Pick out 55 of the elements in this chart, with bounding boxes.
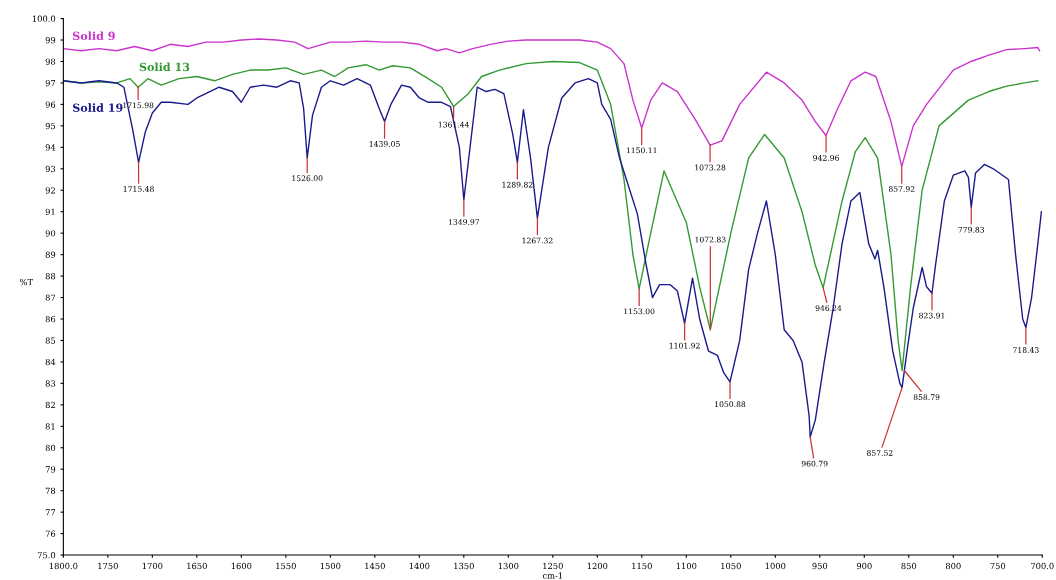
x-tick-label: 1150: [632, 562, 652, 570]
y-tick-label: 93: [45, 165, 56, 173]
x-tick-label: 1050: [721, 562, 741, 570]
series-label: Solid 13: [139, 62, 190, 72]
y-tick-label: 82: [45, 401, 55, 409]
y-tick-label: 97: [45, 79, 56, 87]
y-tick-label: 99: [45, 37, 56, 44]
x-tick-label: 1350: [454, 562, 474, 570]
x-tick-label: 850: [901, 562, 917, 570]
x-tick-label: 900: [856, 562, 872, 570]
y-tick-label: 78: [45, 487, 56, 494]
x-tick-label: 750: [990, 562, 1006, 570]
x-tick-label: 1250: [543, 562, 563, 570]
x-tick-label: 1450: [365, 562, 385, 570]
y-tick-label: 77: [45, 509, 56, 516]
y-tick-label: 91: [45, 208, 55, 215]
y-tick-label: 98: [45, 58, 56, 65]
y-tick-label: 75.0: [37, 552, 56, 559]
y-tick-label: 90: [45, 230, 56, 237]
x-tick-label: 1300: [498, 562, 519, 570]
y-tick-label: 83: [45, 380, 56, 387]
y-tick-label: 81: [45, 423, 55, 430]
y-tick-label: 80: [45, 444, 56, 452]
x-tick-label: 1800.0: [49, 562, 78, 570]
x-tick-label: 1200: [587, 562, 608, 570]
y-tick-label: 94: [45, 144, 56, 151]
x-tick-label: 1650: [187, 562, 207, 570]
x-tick-label: 1600: [231, 562, 252, 570]
series-label: Solid 9: [72, 31, 115, 41]
x-tick-label: 1550: [276, 562, 296, 570]
y-tick-label: 76: [45, 530, 56, 537]
y-tick-label: 86: [45, 315, 56, 323]
line-series: [63, 77, 1043, 438]
x-tick-label: 1750: [98, 562, 118, 570]
y-tick-label: 95: [45, 122, 56, 130]
y-tick-label: 96: [45, 101, 56, 108]
x-axis-title: cm-1: [542, 572, 562, 579]
y-tick-label: 84: [45, 358, 56, 366]
y-axis-title: %T: [20, 278, 33, 286]
y-tick-label: 100.0: [32, 15, 56, 22]
y-tick-label: 92: [45, 187, 55, 194]
series-label: Solid 19: [72, 103, 123, 112]
x-tick-label: 1700: [142, 562, 163, 570]
x-tick-label: 950: [812, 562, 828, 570]
x-tick-label: 1100: [676, 562, 697, 570]
x-tick-label: 1500: [320, 562, 341, 570]
x-tick-label: 1400: [409, 562, 430, 570]
y-tick-label: 85: [45, 337, 56, 344]
y-tick-label: 88: [45, 273, 56, 280]
x-tick-label: 1000: [765, 562, 786, 570]
y-tick-label: 79: [45, 466, 56, 473]
y-tick-label: 89: [45, 251, 56, 258]
x-tick-label: 800: [945, 562, 961, 570]
x-tick-label: 700.0: [1031, 562, 1054, 570]
y-tick-label: 87: [45, 294, 56, 301]
